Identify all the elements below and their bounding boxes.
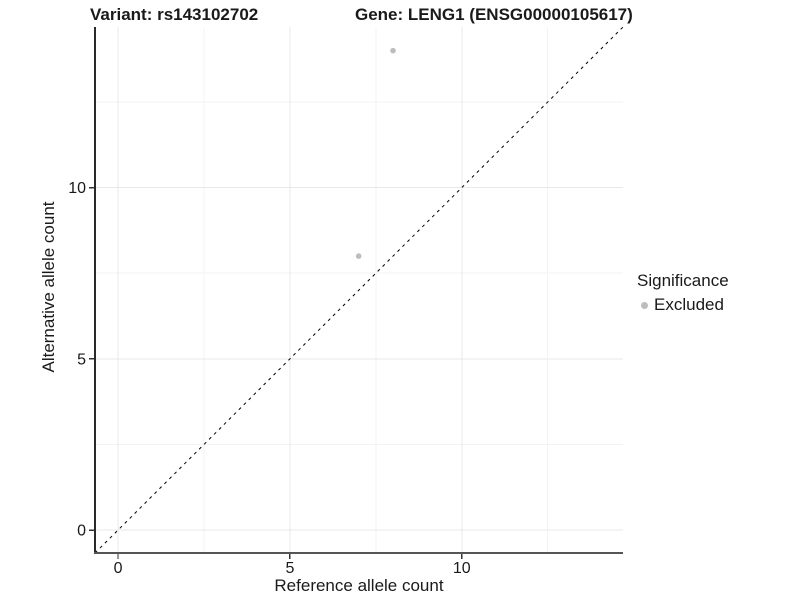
legend-item-label: Excluded: [654, 295, 724, 314]
data-points: [355, 47, 396, 259]
x-tick-label: 10: [453, 560, 471, 577]
y-axis-title: Alternative allele count: [39, 201, 58, 373]
identity-reference-line: [94, 26, 624, 554]
legend-item: Excluded: [637, 295, 729, 315]
axis-ticks: [89, 186, 463, 559]
circle-marker-icon: [641, 301, 648, 309]
x-tick-label: 0: [114, 560, 123, 577]
legend-title: Significance: [637, 271, 729, 290]
major-gridlines: [95, 27, 623, 553]
y-tick-label: 0: [77, 523, 86, 540]
minor-gridlines: [95, 27, 623, 553]
legend: Significance Excluded: [637, 271, 729, 315]
x-tick-label: 5: [285, 560, 294, 577]
y-tick-label: 5: [77, 351, 86, 368]
plot-title-gene: Gene: LENG1 (ENSG00000105617): [355, 5, 633, 24]
y-tick-label: 10: [68, 180, 86, 197]
x-axis-title: Reference allele count: [274, 576, 444, 595]
identity-line: [94, 26, 624, 554]
data-point: [355, 253, 362, 259]
data-point: [390, 47, 396, 54]
axis-lines: [94, 27, 623, 555]
axis-tick-labels: 0 5 10 0 5 10: [68, 180, 471, 577]
plot-title-variant: Variant: rs143102702: [90, 5, 259, 24]
